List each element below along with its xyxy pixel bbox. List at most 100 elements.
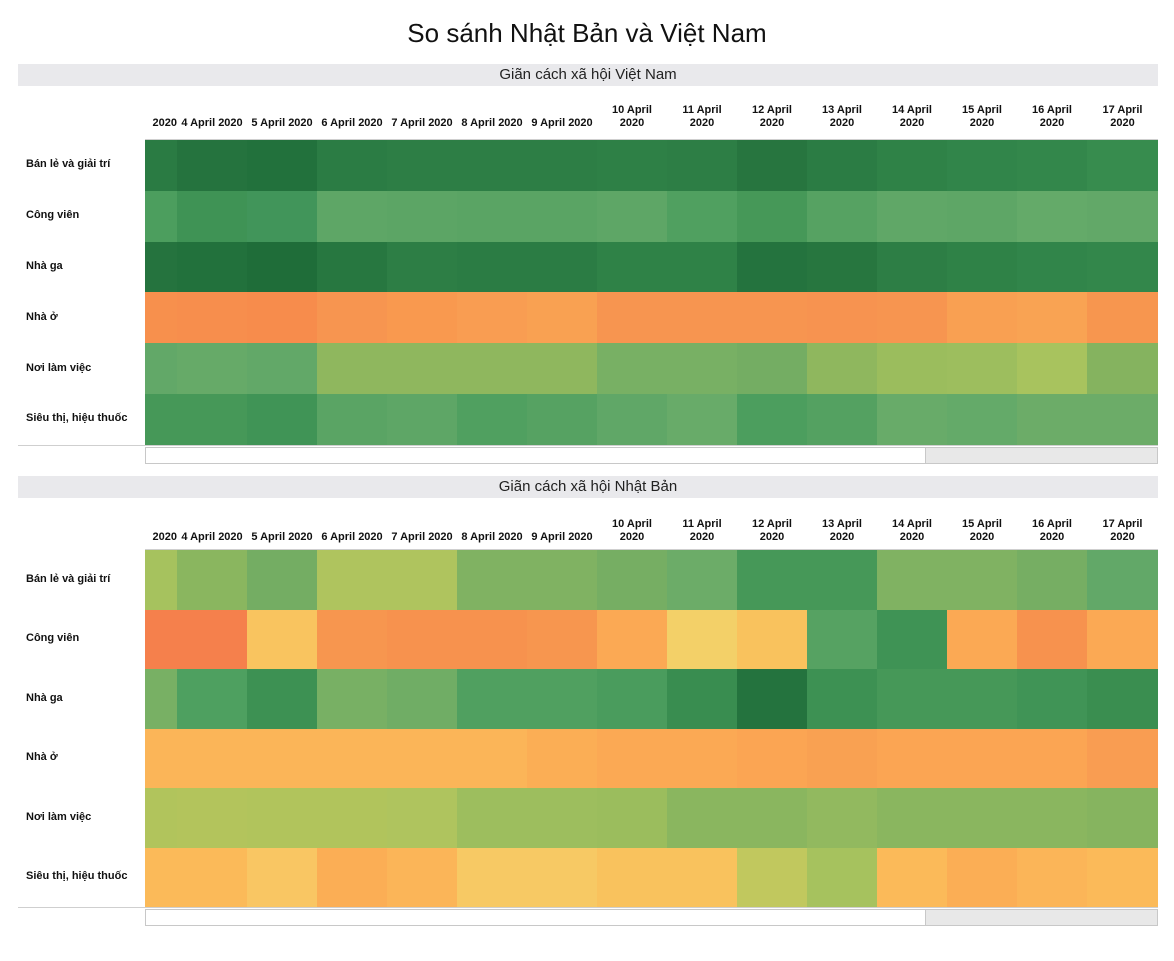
- heatmap-cell: [317, 669, 387, 729]
- heatmap-cell: [877, 729, 947, 788]
- heatmap-cell: [145, 343, 177, 394]
- heatmap-cell: [177, 394, 247, 445]
- heatmap-cell: [247, 394, 317, 445]
- heatmap-cell: [597, 550, 667, 610]
- column-label: 15 April 2020: [962, 518, 1002, 543]
- heatmap-cell: [877, 140, 947, 191]
- heatmap-cell: [737, 610, 807, 669]
- heatmap-cell: [597, 669, 667, 729]
- heatmap-cell: [177, 848, 247, 907]
- heatmap-cell: [597, 343, 667, 394]
- heatmap-cell: [317, 191, 387, 242]
- heatmap-cell: [527, 669, 597, 729]
- column-label: 9 April 2020: [531, 531, 593, 543]
- heatmap-cell: [527, 788, 597, 848]
- heatmap-cell: [597, 729, 667, 788]
- heatmap-cell: [317, 394, 387, 445]
- heatmap-cell: [387, 729, 457, 788]
- heatmap-cell: [1017, 140, 1087, 191]
- heatmap-cell: [877, 343, 947, 394]
- heatmap-cell: [317, 550, 387, 610]
- heatmap-cell: [387, 550, 457, 610]
- japan-heatmap-panel: Giãn cách xã hội Nhật Bản 2020 4 April 202…: [0, 474, 1174, 934]
- heatmap-cell: [667, 242, 737, 292]
- heatmap-cell: [527, 140, 597, 191]
- heatmap-cell: [947, 550, 1017, 610]
- heatmap-cell: [1017, 343, 1087, 394]
- heatmap-cell: [807, 848, 877, 907]
- panel-title: Giãn cách xã hội Nhật Bản: [18, 476, 1158, 498]
- grid-top-border: [145, 549, 1158, 550]
- heatmap-cell: [457, 242, 527, 292]
- heatmap-cell: [387, 788, 457, 848]
- row-label: Nhà ga: [26, 692, 63, 704]
- heatmap-cell: [947, 191, 1017, 242]
- heatmap-cell: [457, 191, 527, 242]
- heatmap-cell: [1017, 292, 1087, 343]
- column-label: 15 April 2020: [962, 104, 1002, 129]
- grid-top-border: [145, 139, 1158, 140]
- heatmap-cell: [877, 669, 947, 729]
- heatmap-cell: [737, 140, 807, 191]
- column-label: 5 April 2020: [251, 531, 313, 543]
- heatmap-cell: [1017, 610, 1087, 669]
- heatmap-cell: [247, 610, 317, 669]
- heatmap-cell: [145, 669, 177, 729]
- heatmap-cell: [387, 394, 457, 445]
- heatmap-cell: [177, 191, 247, 242]
- column-label: 12 April 2020: [752, 104, 792, 129]
- scrollbar-thumb[interactable]: [146, 448, 926, 463]
- heatmap-cell: [737, 669, 807, 729]
- heatmap-cell: [667, 394, 737, 445]
- heatmap-cell: [457, 669, 527, 729]
- column-label: 9 April 2020: [531, 117, 593, 129]
- heatmap-cell: [877, 550, 947, 610]
- horizontal-scrollbar[interactable]: [145, 447, 1158, 464]
- heatmap-cell: [177, 729, 247, 788]
- heatmap-cell: [667, 292, 737, 343]
- heatmap-cell: [317, 729, 387, 788]
- row-label: Nhà ở: [26, 751, 58, 763]
- heatmap-cell: [947, 292, 1017, 343]
- heatmap-cell: [247, 343, 317, 394]
- heatmap-cell: [527, 292, 597, 343]
- heatmap-cell: [527, 610, 597, 669]
- heatmap-cell: [247, 729, 317, 788]
- heatmap-cell: [947, 140, 1017, 191]
- heatmap-cell: [145, 729, 177, 788]
- heatmap-cell: [527, 394, 597, 445]
- column-label: 12 April 2020: [752, 518, 792, 543]
- heatmap-cell: [667, 191, 737, 242]
- column-label: 5 April 2020: [251, 117, 313, 129]
- heatmap-cell: [1087, 669, 1158, 729]
- heatmap-cell: [177, 140, 247, 191]
- heatmap-cell: [877, 788, 947, 848]
- heatmap-cell: [387, 140, 457, 191]
- heatmap-cell: [527, 242, 597, 292]
- heatmap-cell: [737, 191, 807, 242]
- heatmap-cell: [597, 610, 667, 669]
- heatmap-cell: [737, 394, 807, 445]
- heatmap-cell: [737, 729, 807, 788]
- heatmap-cell: [1087, 788, 1158, 848]
- column-label: 6 April 2020: [321, 117, 383, 129]
- heatmap-cell: [247, 669, 317, 729]
- horizontal-scrollbar[interactable]: [145, 909, 1158, 926]
- heatmap-cell: [527, 550, 597, 610]
- heatmap-cell: [807, 550, 877, 610]
- column-label: 13 April 2020: [822, 518, 862, 543]
- heatmap-cell: [597, 394, 667, 445]
- heatmap-cell: [877, 394, 947, 445]
- heatmap-cell: [807, 140, 877, 191]
- heatmap-cell: [1017, 242, 1087, 292]
- heatmap-cell: [947, 669, 1017, 729]
- heatmap-cell: [145, 140, 177, 191]
- page-title: So sánh Nhật Bản và Việt Nam: [407, 18, 767, 48]
- heatmap-cell: [1017, 729, 1087, 788]
- heatmap-cell: [387, 610, 457, 669]
- heatmap-cell: [737, 848, 807, 907]
- heatmap-cell: [667, 729, 737, 788]
- heatmap-cell: [597, 140, 667, 191]
- heatmap-cell: [145, 788, 177, 848]
- scrollbar-thumb[interactable]: [146, 910, 926, 925]
